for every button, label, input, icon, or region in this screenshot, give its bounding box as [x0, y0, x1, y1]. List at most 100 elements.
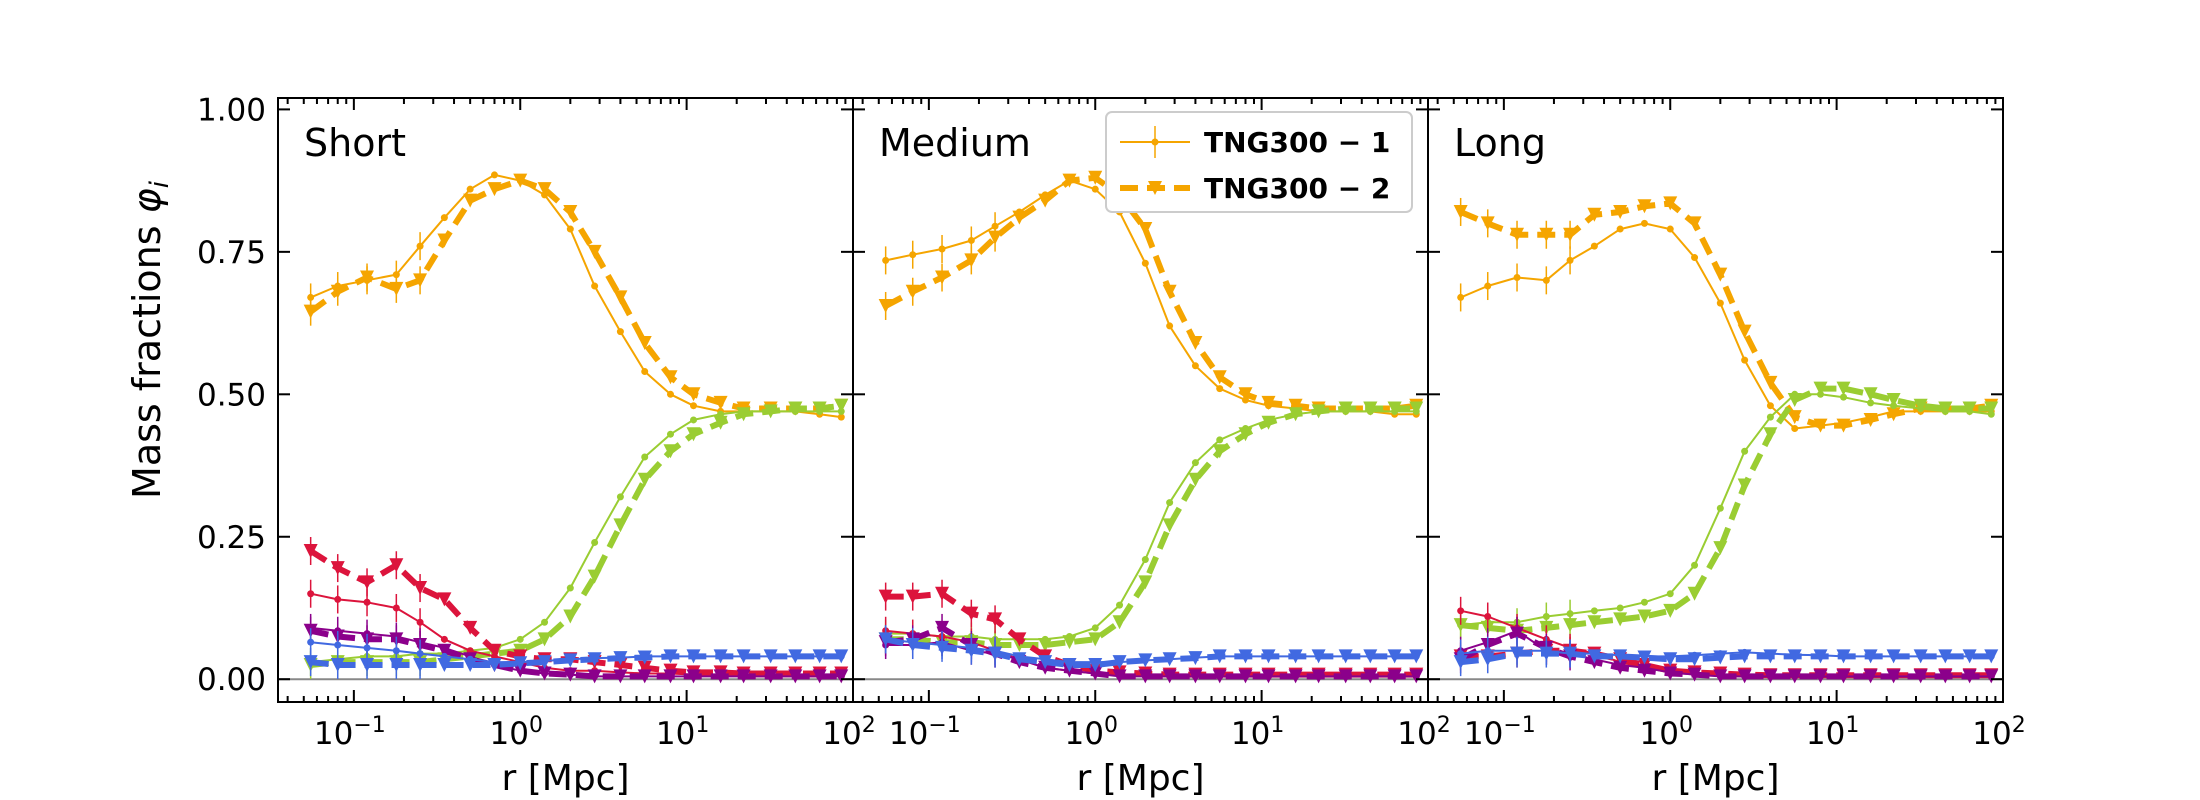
data-point: [1663, 666, 1678, 681]
data-point: [437, 643, 452, 658]
x-tick-label: 100: [490, 713, 543, 752]
data-point: [1863, 412, 1878, 427]
data-point: [788, 669, 803, 684]
data-point: [1062, 635, 1077, 650]
data-point: [1640, 598, 1648, 606]
data-point: [440, 214, 448, 222]
data-point: [1261, 669, 1276, 684]
data-point: [663, 444, 678, 459]
data-point: [834, 649, 849, 664]
data-point: [1616, 225, 1624, 233]
data-point: [1763, 375, 1778, 390]
data-point: [1112, 669, 1127, 684]
legend-label: TNG300 − 1: [1204, 126, 1390, 159]
data-point: [613, 290, 628, 305]
series-line: [885, 405, 1417, 648]
x-tick-label: 101: [1806, 713, 1859, 752]
data-point: [1867, 399, 1875, 407]
y-tick-label: 0.75: [197, 235, 266, 271]
data-point: [1311, 669, 1326, 684]
data-point: [1737, 324, 1752, 339]
x-tick-label: 10−1: [314, 713, 386, 752]
data-point: [1637, 663, 1652, 678]
data-point: [563, 667, 578, 682]
y-axis-subscript: i: [145, 180, 175, 188]
data-point: [1012, 632, 1027, 647]
data-point: [487, 643, 502, 658]
data-point: [541, 618, 549, 626]
data-point: [1311, 404, 1326, 419]
x-tick-label: 102: [822, 713, 875, 752]
x-tick-label: 101: [656, 713, 709, 752]
data-point: [616, 493, 624, 501]
y-tick-label: 0.50: [197, 377, 266, 413]
data-point: [563, 653, 578, 668]
data-point: [1691, 254, 1699, 262]
data-point: [763, 404, 778, 419]
data-point: [1288, 407, 1303, 422]
data-point: [587, 569, 602, 584]
data-point: [1216, 436, 1224, 444]
data-point: [1713, 267, 1728, 282]
data-point: [1836, 669, 1851, 684]
data-point: [1238, 669, 1253, 684]
x-tick-label: 10−1: [1464, 713, 1536, 752]
data-point: [613, 651, 628, 666]
data-point: [537, 655, 552, 670]
data-point: [1188, 651, 1203, 666]
data-point: [1088, 666, 1103, 681]
data-point: [613, 669, 628, 684]
data-point: [1091, 185, 1099, 193]
series-line: [1460, 650, 1992, 666]
data-point: [1112, 655, 1127, 670]
data-point: [1191, 362, 1199, 370]
data-point: [1613, 649, 1628, 664]
data-point: [1716, 504, 1724, 512]
panel-short: 0.00 0.25 0.50 0.75 1.00 10−1 100 101 102 r [Mpc]…: [197, 92, 876, 799]
data-point: [1962, 669, 1977, 684]
data-point: [513, 173, 528, 188]
data-point: [1763, 649, 1778, 664]
series-line: [885, 410, 1417, 641]
data-point: [637, 660, 652, 675]
data-point: [1409, 669, 1424, 684]
data-point: [1188, 336, 1203, 351]
data-point: [1913, 669, 1928, 684]
data-point: [537, 666, 552, 681]
series-line: [308, 177, 842, 412]
data-point: [1587, 615, 1602, 630]
data-point: [1663, 196, 1678, 211]
data-point: [1666, 225, 1674, 233]
data-point: [1012, 652, 1027, 667]
data-point: [1886, 407, 1901, 422]
series-line: [885, 624, 1417, 680]
data-point: [1038, 193, 1053, 208]
data-point: [1713, 650, 1728, 665]
panel-title: Medium: [879, 121, 1031, 165]
legend-marker: [1148, 181, 1162, 195]
data-point: [1162, 669, 1177, 684]
data-point: [1288, 649, 1303, 664]
data-point: [788, 649, 803, 664]
data-point: [812, 669, 827, 684]
data-point: [1886, 393, 1901, 407]
data-point: [463, 657, 478, 672]
data-point: [1590, 607, 1598, 615]
legend: TNG300 − 1 TNG300 − 2: [1105, 111, 1413, 213]
data-point: [1166, 322, 1174, 330]
data-point: [1088, 170, 1103, 185]
data-point: [566, 584, 574, 592]
data-point: [1116, 601, 1124, 609]
data-point: [1387, 649, 1402, 664]
data-point: [1311, 649, 1326, 664]
data-point: [1590, 242, 1598, 250]
data-point: [686, 669, 701, 684]
series-line: [1460, 393, 1992, 627]
data-point: [1616, 604, 1624, 612]
data-point: [1938, 401, 1953, 416]
data-point: [1886, 649, 1901, 664]
data-point: [1863, 669, 1878, 684]
data-point: [713, 395, 728, 410]
data-point: [613, 518, 628, 533]
